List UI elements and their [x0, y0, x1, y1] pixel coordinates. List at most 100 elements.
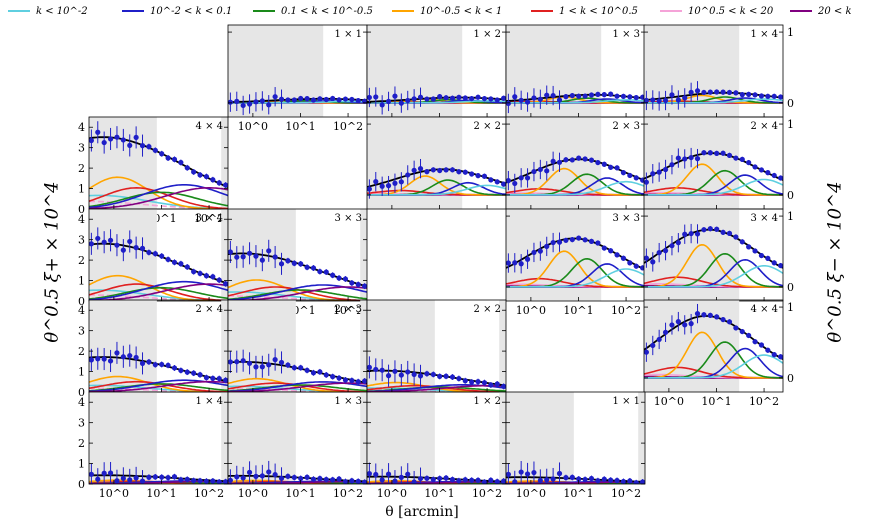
component-curve	[506, 268, 645, 288]
excluded-scale-region	[638, 392, 645, 484]
data-point	[234, 474, 240, 480]
data-point	[278, 96, 285, 102]
data-point	[228, 477, 233, 483]
data-point	[746, 332, 752, 339]
y-tick-label: 0	[787, 281, 794, 294]
component-curve	[228, 382, 367, 392]
data-point	[216, 180, 222, 186]
data-point	[746, 91, 752, 97]
data-point	[304, 367, 310, 373]
data-point	[469, 95, 475, 102]
data-point	[437, 373, 443, 379]
data-point	[323, 269, 329, 275]
x-tick-label: 10^1	[563, 487, 593, 500]
data-point	[342, 96, 349, 102]
data-point	[456, 169, 462, 175]
panel-plot-area	[644, 209, 783, 301]
data-point	[165, 474, 171, 481]
data-point	[424, 371, 430, 377]
data-point	[720, 229, 726, 235]
data-point	[127, 353, 133, 359]
data-point	[582, 476, 588, 483]
data-point	[627, 478, 633, 484]
data-point	[669, 322, 675, 328]
data-point	[234, 98, 240, 104]
component-curve	[89, 283, 228, 301]
data-point	[576, 476, 582, 482]
data-point	[367, 94, 372, 101]
data-point	[159, 361, 165, 368]
data-point	[556, 239, 563, 245]
legend-swatch	[531, 10, 553, 12]
data-point	[367, 186, 372, 192]
panel-minus: 2 × 2	[366, 116, 507, 210]
data-point	[739, 239, 745, 245]
panel-label: 3 × 4	[196, 213, 223, 224]
y-tick-label: 1	[787, 301, 794, 314]
data-point	[765, 170, 771, 176]
data-point	[120, 137, 126, 143]
data-point	[746, 159, 752, 166]
data-point	[576, 235, 582, 241]
x-tick-label: 10^1	[424, 487, 454, 500]
data-point	[694, 156, 701, 162]
x-tick-label: 10^0	[516, 487, 546, 500]
data-point	[424, 169, 430, 175]
y-tick-label: 2	[78, 162, 85, 175]
data-point	[95, 129, 101, 135]
data-point	[506, 471, 511, 477]
data-point	[733, 325, 739, 331]
y-tick-label: 2	[78, 437, 85, 450]
y-tick-label: 1	[787, 26, 794, 39]
data-point	[758, 167, 765, 173]
panel-plus: 2 × 2	[366, 299, 507, 393]
data-point	[563, 475, 569, 481]
y-tick-label: 0	[787, 372, 794, 385]
data-point	[601, 92, 607, 98]
data-point	[398, 474, 404, 480]
data-point	[417, 94, 424, 100]
data-point	[475, 173, 481, 179]
data-point	[778, 354, 783, 360]
panel-plot-area	[228, 209, 367, 301]
x-tick-label: 10^0	[99, 487, 129, 500]
data-point	[650, 259, 656, 265]
data-point	[278, 475, 285, 481]
data-point	[114, 350, 120, 356]
data-point	[595, 159, 601, 166]
data-point	[481, 380, 488, 386]
data-point	[758, 93, 765, 99]
x-tick-label: 10^2	[611, 304, 641, 317]
data-point	[501, 478, 506, 484]
panel-minus: 1 × 1 10^0 10^1 10^2	[227, 24, 368, 133]
data-point	[89, 471, 94, 477]
data-point	[588, 238, 595, 245]
legend-label: k < 10^-2	[36, 5, 88, 17]
data-point	[146, 249, 152, 256]
data-point	[304, 264, 310, 270]
data-point	[601, 245, 607, 251]
data-point	[644, 349, 649, 355]
data-point	[688, 321, 694, 327]
data-point	[739, 156, 745, 162]
data-point	[726, 319, 733, 325]
panel-label: 2 × 3	[613, 121, 640, 132]
data-point	[178, 477, 184, 483]
data-point	[656, 250, 662, 256]
panel-plus: 2 × 3	[227, 299, 368, 393]
data-point	[240, 358, 246, 364]
data-point	[392, 368, 398, 374]
x-tick-label: 10^1	[285, 487, 315, 500]
data-point	[373, 179, 379, 185]
data-point	[437, 167, 443, 174]
data-point	[443, 95, 449, 101]
data-point	[707, 89, 713, 95]
legend-label: 0.1 < k < 10^-0.5	[281, 5, 373, 17]
excluded-scale-region	[499, 392, 506, 484]
data-point	[569, 157, 575, 163]
panel-plot-area	[367, 300, 506, 392]
data-point	[633, 94, 639, 101]
panel-minus: 1 × 4 0 1	[643, 24, 794, 118]
data-point	[469, 379, 475, 385]
data-point	[336, 476, 342, 482]
